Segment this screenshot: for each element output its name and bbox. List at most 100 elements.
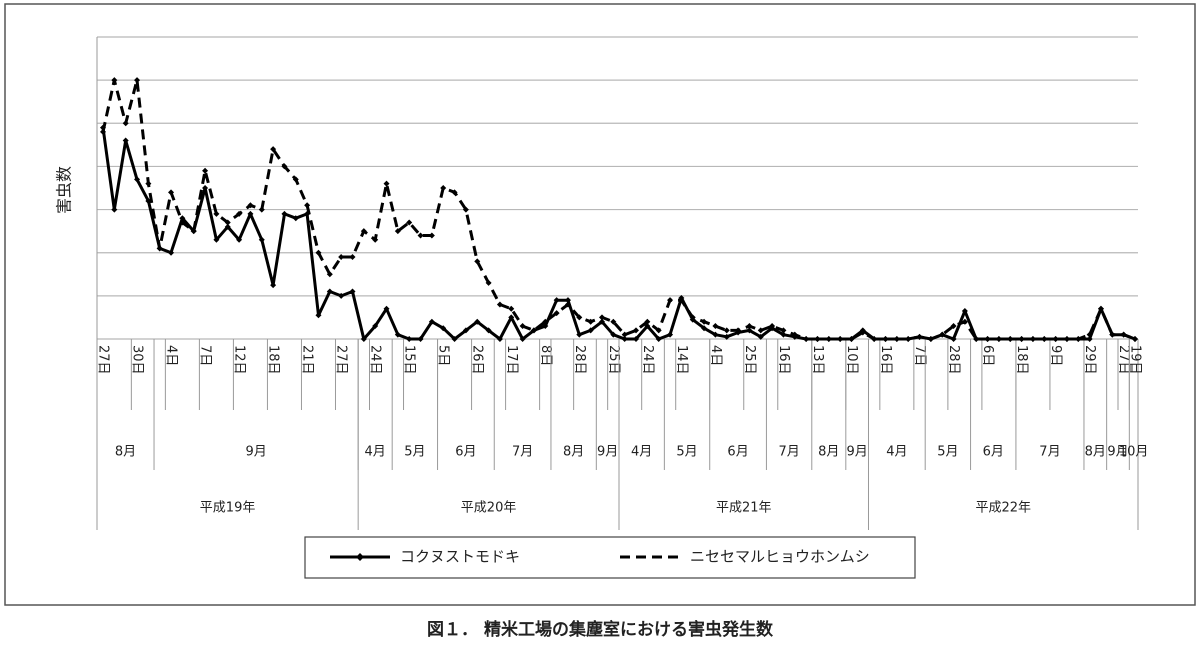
point-marker	[1075, 336, 1082, 342]
point-marker	[213, 236, 220, 243]
month-label: 5月	[676, 445, 697, 460]
point-marker	[678, 297, 685, 304]
month-label: 5月	[404, 445, 425, 460]
point-marker	[168, 249, 175, 256]
month-label: 6月	[727, 445, 748, 460]
month-label: 9月	[1107, 445, 1128, 460]
point-marker	[281, 210, 288, 217]
point-marker	[372, 236, 379, 243]
month-label: 4月	[365, 445, 386, 460]
x-tick-label: 5日	[436, 345, 451, 366]
month-label: 8月	[1085, 445, 1106, 460]
point-marker	[236, 236, 243, 243]
point-marker	[462, 327, 469, 334]
point-marker	[224, 223, 231, 230]
legend-label: ニセセマルヒョウホンムシ	[690, 548, 870, 566]
point-marker	[145, 180, 152, 187]
point-marker	[769, 323, 776, 330]
year-label: 平成21年	[716, 501, 772, 516]
x-tick-label: 18日	[1014, 345, 1029, 375]
point-marker	[224, 219, 231, 226]
point-marker	[315, 312, 322, 319]
point-marker	[814, 336, 821, 342]
x-tick-label: 6日	[980, 345, 995, 366]
point-marker	[598, 318, 605, 325]
x-tick-label: 30日	[130, 345, 145, 375]
point-marker	[757, 327, 764, 334]
x-tick-label: 27日	[334, 345, 349, 375]
point-marker	[701, 318, 708, 325]
x-tick-label: 4日	[164, 345, 179, 366]
x-tick-label: 7日	[912, 345, 927, 366]
point-marker	[168, 189, 175, 196]
point-marker	[383, 180, 390, 187]
point-marker	[553, 310, 560, 317]
point-marker	[950, 336, 957, 342]
point-marker	[440, 185, 447, 191]
point-marker	[428, 318, 435, 325]
point-marker	[338, 254, 345, 261]
point-marker	[667, 331, 674, 338]
point-marker	[689, 314, 696, 321]
point-marker	[1086, 336, 1093, 342]
point-marker	[258, 236, 265, 243]
point-marker	[451, 189, 458, 196]
point-marker	[292, 215, 299, 222]
month-label: 9月	[847, 445, 868, 460]
point-marker	[1052, 336, 1059, 342]
point-marker	[406, 219, 413, 226]
y-axis-label: 害虫数	[55, 166, 74, 214]
point-marker	[587, 327, 594, 334]
point-marker	[961, 307, 968, 314]
point-marker	[610, 331, 617, 338]
point-marker	[667, 297, 674, 304]
point-marker	[893, 336, 900, 342]
point-marker	[633, 336, 640, 342]
point-marker	[542, 318, 549, 325]
point-marker	[927, 336, 934, 342]
point-marker	[474, 258, 481, 265]
point-marker	[1109, 331, 1116, 338]
point-marker	[791, 331, 798, 338]
x-tick-label: 9日	[1048, 345, 1063, 366]
point-marker	[553, 297, 560, 304]
point-marker	[519, 323, 526, 330]
point-marker	[474, 318, 481, 325]
x-tick-label: 18日	[266, 345, 281, 375]
point-marker	[519, 336, 526, 342]
month-label: 5月	[937, 445, 958, 460]
point-marker	[564, 301, 571, 308]
point-marker	[247, 210, 254, 217]
x-tick-label: 27日	[1116, 345, 1131, 375]
x-tick-label: 21日	[300, 345, 315, 375]
month-label: 4月	[631, 445, 652, 460]
point-marker	[202, 185, 209, 191]
point-marker	[961, 318, 968, 325]
point-marker	[134, 176, 141, 183]
point-marker	[111, 77, 118, 84]
point-marker	[508, 314, 515, 321]
point-marker	[247, 202, 254, 209]
point-marker	[995, 336, 1002, 342]
point-marker	[803, 336, 810, 342]
point-marker	[179, 219, 186, 226]
month-label: 9月	[245, 445, 266, 460]
point-marker	[111, 206, 118, 213]
point-marker	[134, 77, 141, 84]
point-marker	[530, 327, 537, 334]
point-marker	[1120, 331, 1127, 338]
point-marker	[825, 336, 832, 342]
point-marker	[326, 288, 333, 295]
point-marker	[655, 327, 662, 334]
month-label: 8月	[563, 445, 584, 460]
point-marker	[1086, 331, 1093, 338]
point-marker	[973, 336, 980, 342]
x-tick-label: 7日	[198, 345, 213, 366]
point-marker	[122, 120, 129, 127]
point-marker	[757, 333, 764, 340]
point-marker	[644, 318, 651, 325]
point-marker	[576, 331, 583, 338]
x-tick-label: 14日	[674, 345, 689, 375]
month-label: 7月	[1039, 445, 1060, 460]
